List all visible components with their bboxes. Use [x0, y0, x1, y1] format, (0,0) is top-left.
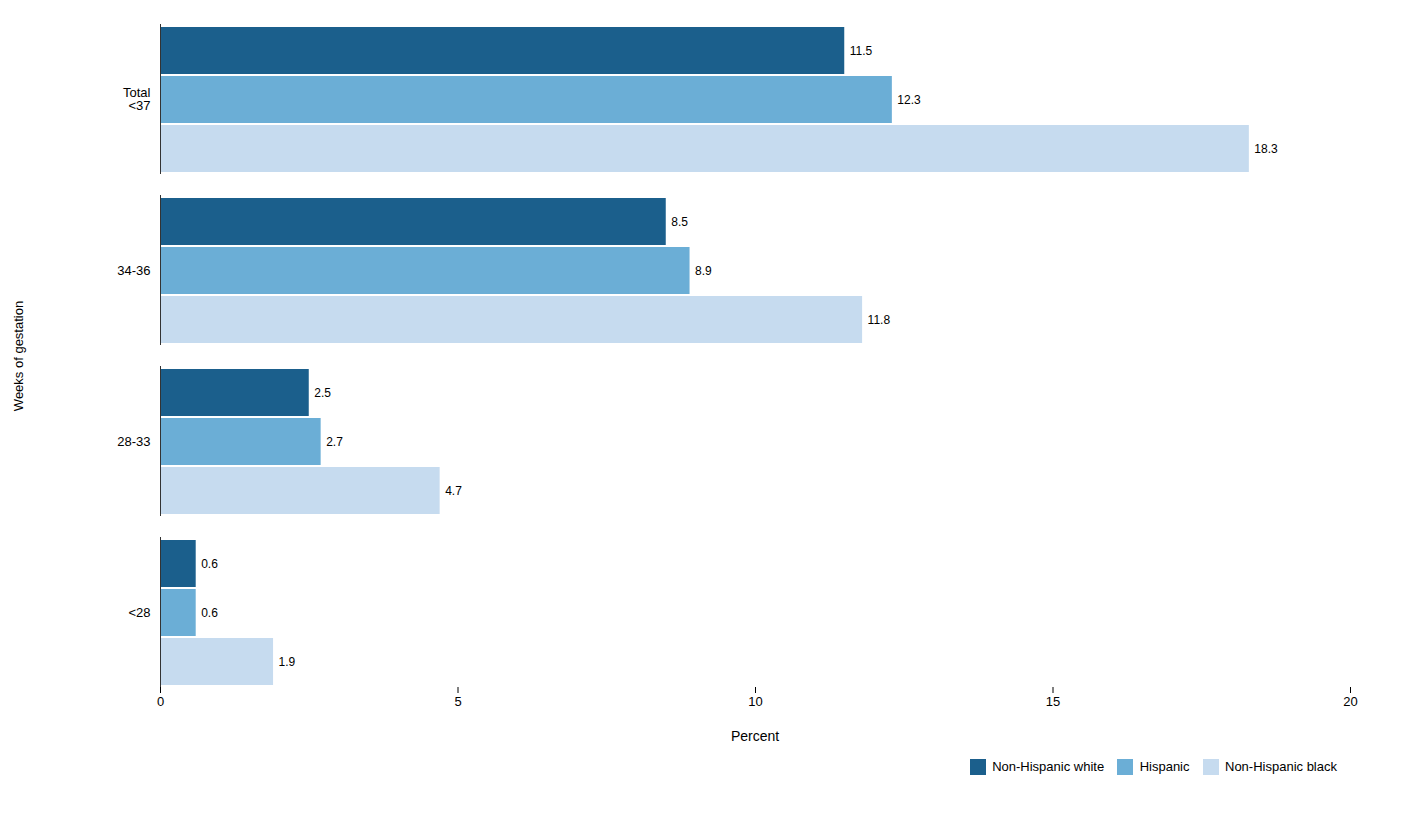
svg-text:4.7: 4.7: [445, 484, 462, 498]
html-text:Percent: Percent: [730, 728, 780, 744]
svg-text:10: 10: [748, 694, 762, 709]
svg-text:18.3: 18.3: [1254, 142, 1278, 156]
svg-text:8.9: 8.9: [695, 264, 712, 278]
svg-text:11.5: 11.5: [850, 44, 873, 58]
svg-text:0.6: 0.6: [201, 557, 218, 571]
svg-text:5: 5: [454, 694, 461, 709]
svg-text:<28: <28: [128, 605, 150, 620]
svg-text:0: 0: [157, 694, 164, 709]
svg-text:11.8: 11.8: [868, 313, 891, 327]
svg-text:0.6: 0.6: [201, 606, 218, 620]
svg-text:15: 15: [1046, 694, 1060, 709]
html-text:Non-Hispanic white: Non-Hispanic white: [992, 759, 1105, 774]
svg-text:Weeks of gestation: Weeks of gestation: [11, 301, 26, 411]
svg-text:Total<37: Total<37: [123, 85, 151, 113]
svg-text:20: 20: [1343, 694, 1357, 709]
svg-text:12.3: 12.3: [897, 93, 921, 107]
svg-text:2.7: 2.7: [326, 435, 343, 449]
svg-text:34-36: 34-36: [117, 263, 150, 278]
html-text:Hispanic: Hispanic: [1139, 759, 1190, 774]
svg-text:2.5: 2.5: [314, 386, 331, 400]
svg-text:8.5: 8.5: [671, 215, 688, 229]
svg-text:1.9: 1.9: [279, 655, 296, 669]
svg-text:28-33: 28-33: [117, 434, 150, 449]
html-text:Non-Hispanic black: Non-Hispanic black: [1225, 759, 1337, 774]
